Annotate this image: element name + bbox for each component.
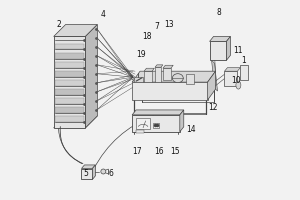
Polygon shape (55, 98, 85, 104)
Bar (144, 71, 152, 82)
Polygon shape (224, 68, 240, 71)
Polygon shape (155, 65, 163, 67)
Text: 12: 12 (208, 103, 217, 112)
Polygon shape (226, 36, 230, 60)
Bar (186, 74, 194, 84)
Polygon shape (132, 110, 184, 115)
Polygon shape (55, 62, 85, 68)
Polygon shape (55, 116, 85, 122)
Text: 1: 1 (242, 56, 246, 65)
Text: 7: 7 (154, 22, 159, 31)
Text: 10: 10 (232, 76, 241, 85)
Text: 2: 2 (56, 20, 61, 29)
Polygon shape (54, 116, 98, 128)
Polygon shape (180, 110, 184, 132)
Bar (136, 118, 150, 129)
Bar (224, 71, 237, 86)
Bar (132, 115, 180, 132)
Text: 4: 4 (101, 10, 106, 19)
Text: 6: 6 (109, 169, 114, 178)
Polygon shape (132, 82, 208, 100)
Text: 5: 5 (83, 169, 88, 178)
Bar (134, 77, 143, 82)
Bar (155, 67, 161, 82)
Polygon shape (54, 36, 85, 128)
Bar (163, 68, 171, 80)
Polygon shape (210, 36, 230, 41)
Polygon shape (82, 165, 95, 169)
Text: 15: 15 (170, 147, 180, 156)
Polygon shape (55, 44, 85, 49)
Polygon shape (163, 65, 173, 68)
Bar (240, 65, 248, 80)
Text: 14: 14 (186, 125, 196, 134)
Polygon shape (92, 165, 95, 179)
Bar (210, 41, 226, 60)
Bar (136, 130, 144, 133)
Ellipse shape (172, 74, 183, 83)
Polygon shape (55, 71, 85, 77)
Polygon shape (55, 53, 85, 59)
Polygon shape (55, 107, 85, 113)
Text: 13: 13 (164, 20, 174, 29)
Polygon shape (212, 60, 218, 91)
Text: 18: 18 (142, 32, 152, 41)
Polygon shape (132, 71, 215, 82)
Bar (82, 169, 92, 179)
Text: 17: 17 (132, 147, 142, 156)
Polygon shape (55, 80, 85, 86)
Ellipse shape (101, 169, 106, 174)
Polygon shape (55, 89, 85, 95)
Text: 11: 11 (234, 46, 243, 55)
Text: 16: 16 (154, 147, 164, 156)
Polygon shape (144, 68, 154, 71)
Text: 19: 19 (136, 50, 146, 59)
Text: 8: 8 (216, 8, 221, 17)
Bar (153, 123, 159, 128)
Polygon shape (54, 25, 98, 36)
Polygon shape (85, 25, 98, 128)
Ellipse shape (236, 81, 241, 89)
Polygon shape (208, 71, 215, 100)
